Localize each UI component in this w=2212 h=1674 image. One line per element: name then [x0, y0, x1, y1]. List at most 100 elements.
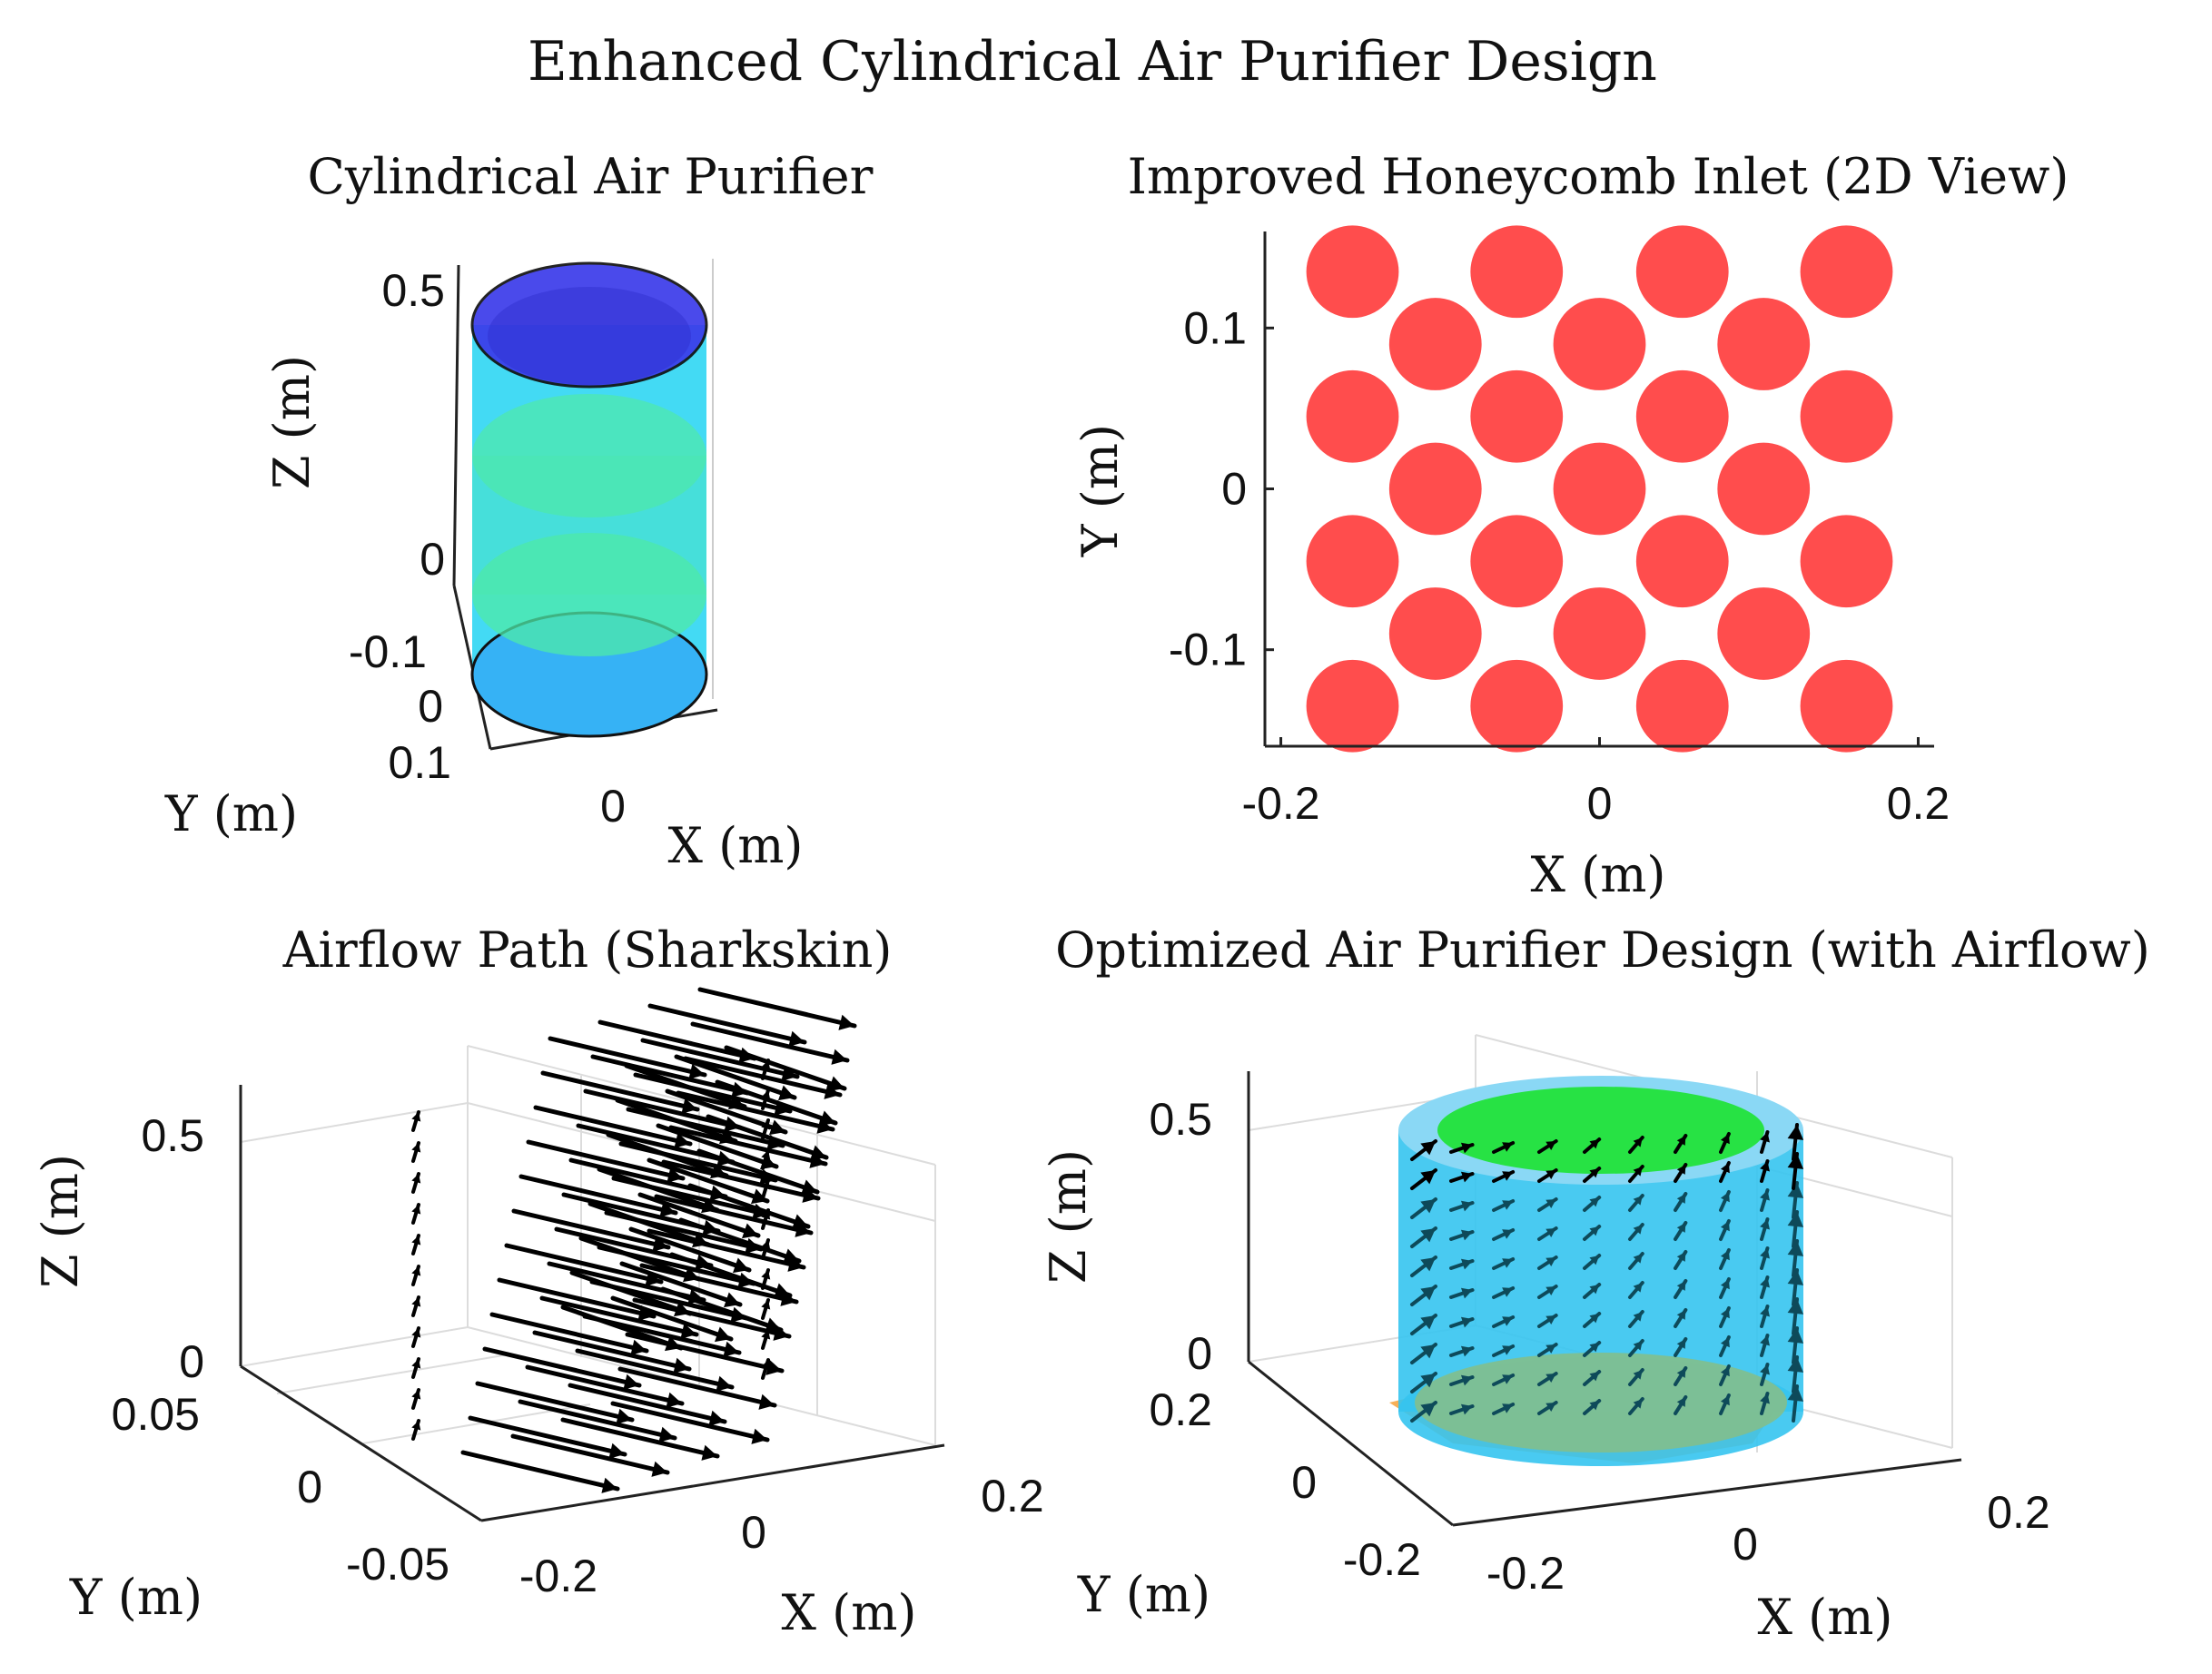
optimized-arrow [1537, 1168, 1558, 1183]
optimized-arrow [1410, 1197, 1437, 1219]
optimized-arrow [1537, 1226, 1558, 1241]
airflow-arrow [569, 1270, 693, 1317]
airflow-arrow [411, 1295, 421, 1317]
airflow-arrow [624, 1063, 747, 1110]
optimized-arrow [1628, 1252, 1644, 1270]
optimized-arrow [1674, 1192, 1688, 1212]
optimized-arrow [1583, 1399, 1602, 1415]
airflow-arrow [610, 1401, 770, 1444]
optimized-arrow [1628, 1136, 1644, 1154]
cylinder-green-layer-1 [472, 533, 706, 656]
optimized-arrow [1628, 1223, 1644, 1241]
optimized-ylabel: Y (m) [1077, 1566, 1210, 1623]
honeycomb-cell-0-2 [1635, 225, 1729, 319]
optimized-arrow [1583, 1341, 1602, 1357]
airflow-arrow [518, 1399, 677, 1443]
optimized-arrow [1787, 1210, 1804, 1248]
honeycomb-ylabel: Y (m) [1071, 424, 1129, 557]
honeycomb-cell-1-1 [1553, 298, 1646, 390]
airflow-arrow [489, 1312, 649, 1355]
airflow-arrow [475, 1381, 635, 1424]
airflow-arrow [411, 1203, 421, 1225]
honeycomb-x-tick: 0.2 [1887, 778, 1950, 829]
honeycomb-cell-4-3 [1800, 515, 1893, 608]
airflow-z-tick-0: 0 [179, 1336, 204, 1387]
airflow-arrow [619, 1261, 743, 1308]
optimized-base-disc [1415, 1353, 1787, 1452]
optimized-title: Optimized Air Purifier Design (with Airf… [1055, 921, 2150, 979]
honeycomb-cell-3-1 [1553, 442, 1646, 536]
airflow-arrow [568, 1383, 727, 1426]
honeycomb-y-tick: 0.1 [1183, 302, 1247, 353]
optimized-arrow [1628, 1165, 1644, 1183]
honeycomb-circles [1306, 225, 1893, 753]
optimized-x-tick--0.2: -0.2 [1486, 1548, 1565, 1599]
airflow-xlabel: X (m) [782, 1584, 917, 1641]
optimized-arrow [1719, 1364, 1731, 1386]
airflow-y-tick-0.05: 0.05 [112, 1389, 200, 1440]
airflow-axes [239, 1085, 945, 1522]
optimized-arrow [1760, 1130, 1770, 1154]
optimized-arrow [1583, 1312, 1602, 1328]
optimized-arrow [1628, 1339, 1644, 1357]
airflow-arrow [510, 1433, 670, 1477]
honeycomb-cell-4-0 [1306, 515, 1399, 608]
airflow-arrow [460, 1450, 620, 1493]
optimized-arrow [1410, 1139, 1437, 1161]
airflow-arrow [606, 1132, 729, 1179]
honeycomb-x-tick: -0.2 [1241, 778, 1319, 829]
optimized-arrow [1492, 1141, 1516, 1154]
airflow-arrow [715, 1079, 838, 1127]
airflow-arrow [724, 1045, 847, 1092]
optimized-arrow [1719, 1190, 1731, 1212]
airflow-x-tick--0.2: -0.2 [519, 1551, 597, 1601]
airflow-arrow [687, 1183, 811, 1230]
optimized-arrow [1719, 1335, 1731, 1357]
airflow-arrow [411, 1419, 421, 1441]
optimized-arrow [1583, 1370, 1602, 1386]
airflow-arrow [628, 1226, 752, 1274]
optimized-arrow [1449, 1345, 1475, 1357]
cylinder-ylabel: Y (m) [164, 785, 298, 842]
airflow-arrow [674, 1054, 797, 1101]
optimized-arrow [1449, 1229, 1475, 1241]
honeycomb-cell-0-3 [1800, 225, 1893, 319]
cylinder-y-tick-0: 0 [418, 681, 443, 732]
airflow-arrow [617, 1366, 777, 1410]
optimized-arrow [1537, 1197, 1558, 1212]
airflow-arrow [588, 1201, 711, 1248]
optimized-arrow [1583, 1254, 1602, 1270]
optimized-arrow [1410, 1314, 1437, 1335]
airflow-arrow [540, 1070, 700, 1114]
optimized-x-tick-0: 0 [1733, 1519, 1758, 1570]
honeycomb-cell-6-0 [1306, 659, 1399, 753]
cylinder-body [470, 261, 708, 738]
optimized-arrow [1492, 1170, 1516, 1183]
airflow-arrow [497, 1277, 657, 1321]
airflow-arrow [647, 1003, 807, 1047]
optimized-arrow [1410, 1256, 1437, 1277]
optimized-arrow [1449, 1171, 1475, 1183]
airflow-arrow [482, 1346, 642, 1390]
airflow-arrow [411, 1172, 421, 1194]
honeycomb-cell-3-2 [1717, 442, 1811, 536]
panel-airflow: Airflow Path (Sharkskin) 0.5 0 0.05 0 [32, 921, 1044, 1641]
honeycomb-cell-4-2 [1635, 515, 1729, 608]
optimized-arrow [1583, 1225, 1602, 1241]
optimized-arrow [1674, 1221, 1688, 1241]
airflow-box [240, 1045, 936, 1446]
optimized-arrow [1760, 1275, 1770, 1299]
airflow-arrow [678, 1217, 802, 1265]
optimized-arrow [1674, 1279, 1688, 1299]
optimized-arrow [1674, 1337, 1688, 1357]
optimized-arrow [1719, 1161, 1731, 1183]
cylinder-zlabel: Z (m) [263, 355, 321, 489]
optimized-arrow [1674, 1163, 1688, 1183]
airflow-arrow [560, 1305, 684, 1352]
airflow-title: Airflow Path (Sharkskin) [282, 921, 893, 979]
optimized-arrow [1492, 1228, 1516, 1241]
optimized-y-tick-0.2: 0.2 [1149, 1384, 1212, 1435]
honeycomb-title: Improved Honeycomb Inlet (2D View) [1128, 148, 2069, 205]
honeycomb-cell-2-0 [1306, 369, 1399, 463]
airflow-arrow [548, 1036, 707, 1079]
